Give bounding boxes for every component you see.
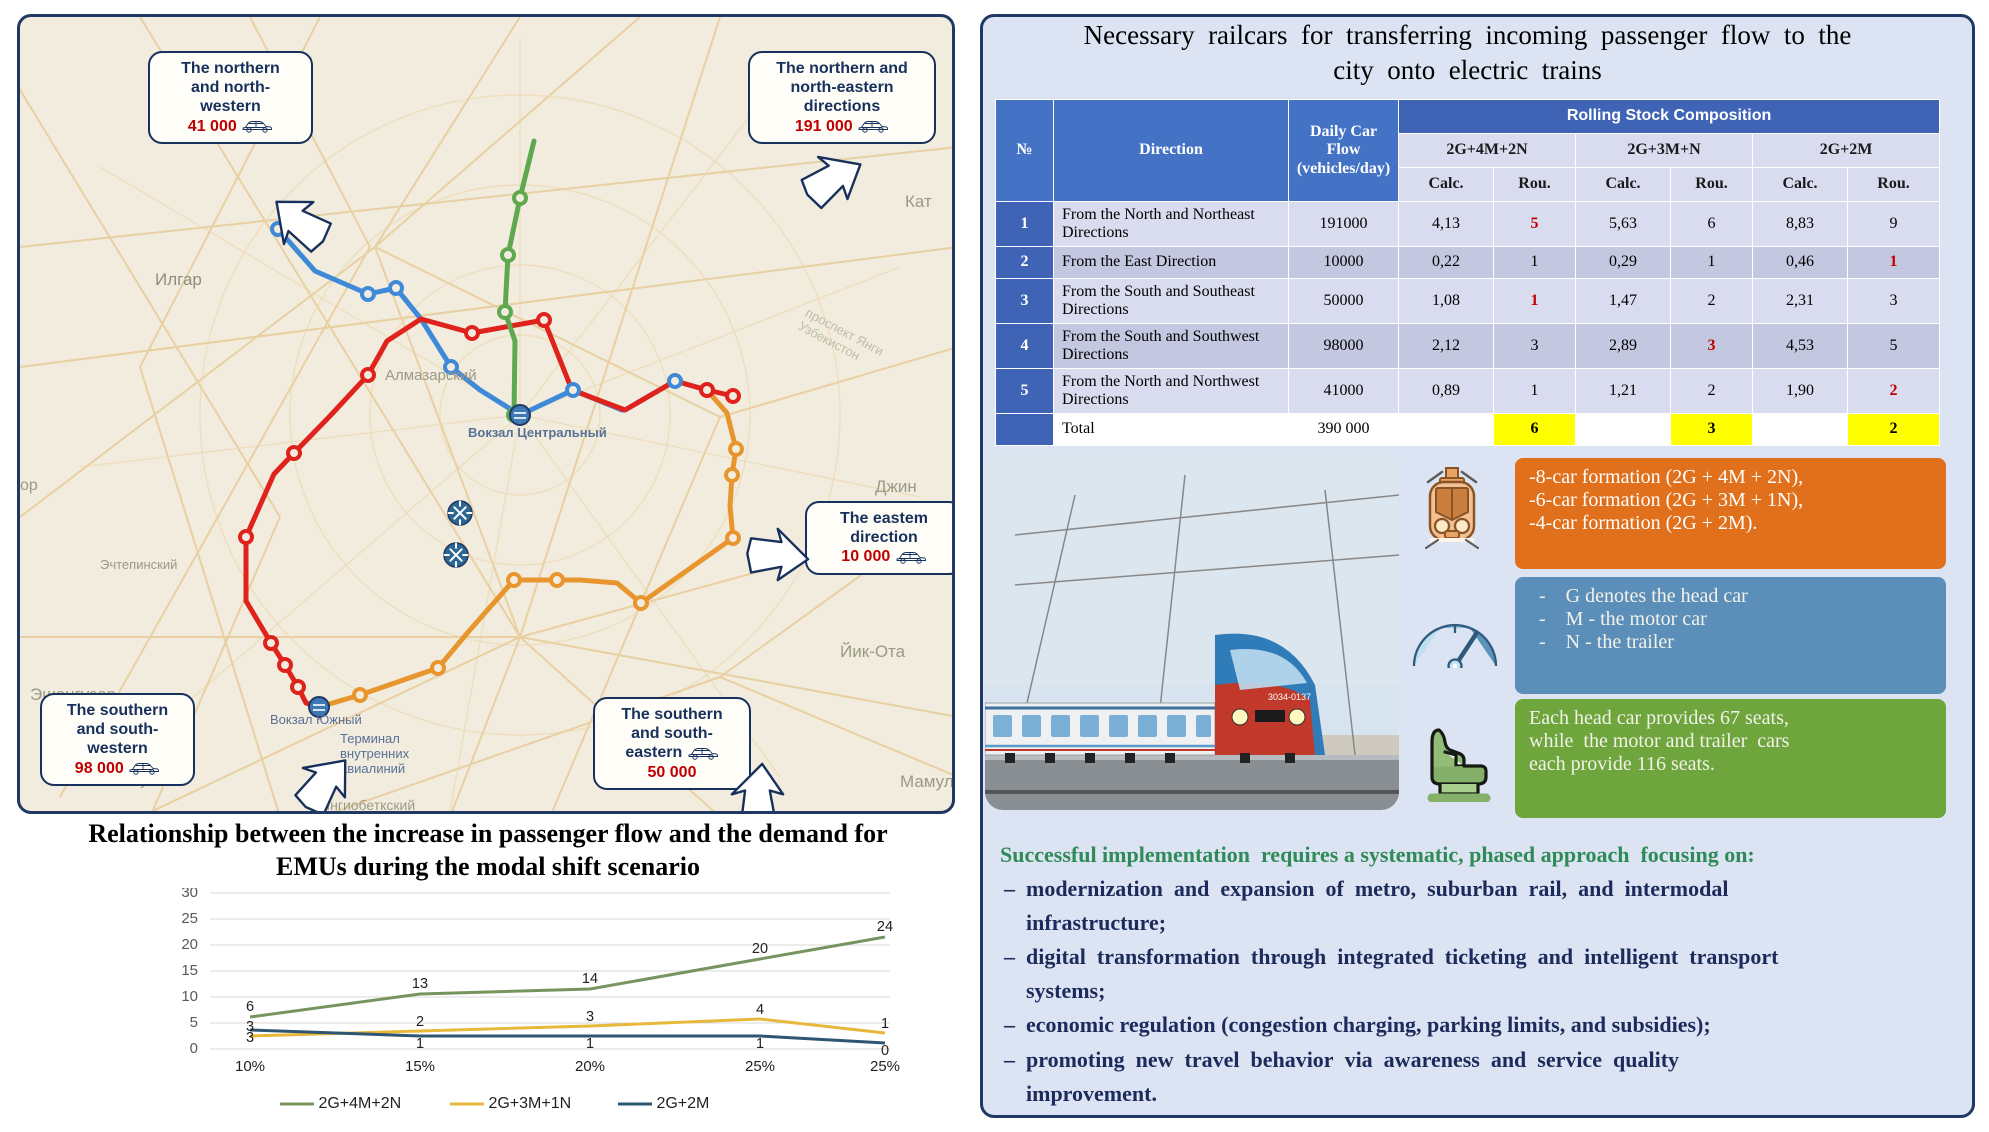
svg-text:0: 0 xyxy=(881,1043,889,1059)
svg-text:24: 24 xyxy=(877,919,893,935)
svg-text:0: 0 xyxy=(190,1040,198,1057)
svg-text:13: 13 xyxy=(412,976,428,992)
svg-text:3: 3 xyxy=(246,1030,254,1046)
svg-text:20: 20 xyxy=(181,936,198,953)
svg-text:2: 2 xyxy=(416,1014,424,1030)
svg-text:6: 6 xyxy=(246,999,254,1015)
svg-text:1: 1 xyxy=(586,1036,594,1052)
svg-text:20%: 20% xyxy=(575,1058,605,1075)
svg-text:1: 1 xyxy=(881,1016,889,1032)
svg-text:10: 10 xyxy=(181,988,198,1005)
svg-text:25: 25 xyxy=(181,910,198,927)
svg-text:14: 14 xyxy=(582,971,598,987)
svg-text:20: 20 xyxy=(752,941,768,957)
svg-text:25%: 25% xyxy=(745,1058,775,1075)
svg-text:4: 4 xyxy=(756,1002,764,1018)
svg-text:10%: 10% xyxy=(235,1058,265,1075)
svg-text:25%: 25% xyxy=(870,1058,900,1075)
svg-text:3: 3 xyxy=(586,1009,594,1025)
svg-text:5: 5 xyxy=(190,1014,198,1031)
svg-text:3034-0137: 3034-0137 xyxy=(1268,692,1311,702)
svg-text:1: 1 xyxy=(416,1036,424,1052)
svg-text:15%: 15% xyxy=(405,1058,435,1075)
svg-text:30: 30 xyxy=(181,888,198,901)
svg-text:15: 15 xyxy=(181,962,198,979)
svg-text:1: 1 xyxy=(756,1036,764,1052)
